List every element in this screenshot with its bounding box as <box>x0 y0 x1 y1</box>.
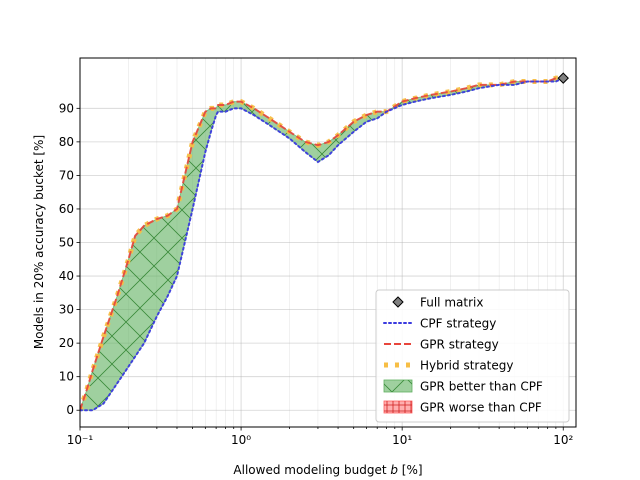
full-matrix-marker <box>557 72 569 84</box>
x-tick-label: 10⁻¹ <box>67 433 94 447</box>
series-lines <box>80 75 565 412</box>
y-tick-label: 80 <box>59 135 74 149</box>
legend-label: GPR better than CPF <box>420 380 543 394</box>
y-tick-label: 40 <box>59 269 74 283</box>
y-tick-label: 60 <box>59 202 74 216</box>
x-tick-label: 10² <box>553 433 573 447</box>
y-tick-label: 30 <box>59 303 74 317</box>
x-tick-label: 10¹ <box>392 433 412 447</box>
legend-label: Full matrix <box>420 296 483 310</box>
y-tick-label: 10 <box>59 370 74 384</box>
x-tick-label: 10⁰ <box>231 433 251 447</box>
legend-swatch-better-hatch <box>384 380 412 392</box>
markers <box>557 72 569 84</box>
series-line-gpr-strategy <box>80 77 564 411</box>
legend-label: GPR worse than CPF <box>420 401 542 415</box>
legend-swatch-worse-hatch <box>384 401 412 413</box>
legend-label: Hybrid strategy <box>420 359 514 373</box>
legend-box <box>375 289 570 423</box>
y-tick-label: 70 <box>59 168 74 182</box>
y-tick-label: 90 <box>59 101 74 115</box>
y-tick-label: 20 <box>59 336 74 350</box>
legend-marker-full-matrix <box>392 296 404 308</box>
legend: Full matrix CPF strategy GPR strategy Hybri… <box>375 289 570 423</box>
series-line-hybrid-strategy <box>80 75 564 412</box>
y-tick-label: 0 <box>66 403 74 417</box>
legend-label: CPF strategy <box>420 317 496 331</box>
series-line-cpf-strategy <box>80 77 565 412</box>
legend-label: GPR strategy <box>420 338 499 352</box>
y-axis-label: Models in 20% accuracy bucket [%] <box>32 135 46 349</box>
x-axis-label: Allowed modeling budget b [%] <box>233 463 422 477</box>
ticks: 0 10 20 30 40 50 60 70 80 90 10⁻¹ 10⁰ 10¹ 10² <box>59 101 574 447</box>
y-tick-label: 50 <box>59 236 74 250</box>
